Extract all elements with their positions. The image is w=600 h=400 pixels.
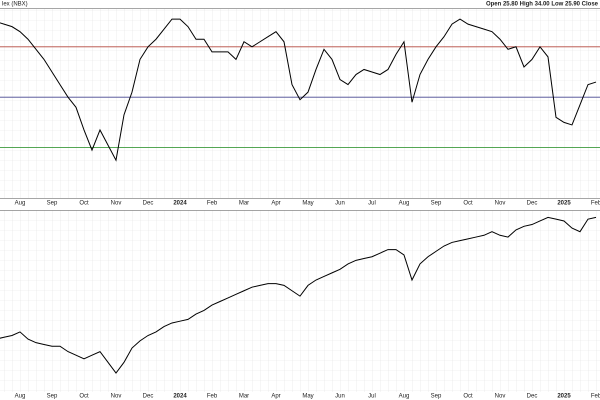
x-tick-label: May <box>302 394 313 400</box>
x-tick-label: Aug <box>399 201 410 207</box>
symbol-label: lex (NBX) <box>2 2 28 8</box>
x-tick-label: Sep <box>47 394 58 400</box>
x-tick-label: Dec <box>143 394 154 400</box>
x-tick-label: May <box>302 201 313 207</box>
x-tick-label: Nov <box>111 201 122 207</box>
top-panel-grid <box>0 9 600 198</box>
x-tick-label: Nov <box>495 394 506 400</box>
x-tick-label: 2025 <box>557 201 571 207</box>
data-line <box>0 216 597 374</box>
x-tick-label: 2024 <box>173 394 187 400</box>
x-tick-label: Sep <box>431 394 442 400</box>
x-tick-label: Aug <box>15 201 26 207</box>
x-tick-label: Jul <box>368 394 376 400</box>
x-tick-label: Nov <box>111 394 122 400</box>
x-tick-label: Feb <box>591 394 600 400</box>
x-tick-label: Mar <box>239 394 249 400</box>
x-tick-label: Apr <box>271 201 280 207</box>
x-tick-label: Sep <box>47 201 58 207</box>
x-tick-label: 2025 <box>557 394 571 400</box>
x-tick-label: Aug <box>15 394 26 400</box>
x-tick-label: Dec <box>527 394 538 400</box>
x-tick-label: Feb <box>207 394 218 400</box>
x-tick-label: Dec <box>143 201 154 207</box>
x-tick-label: Oct <box>79 201 89 207</box>
x-tick-label: Dec <box>527 201 538 207</box>
x-tick-label: Mar <box>239 201 249 207</box>
x-tick-label: Feb <box>591 201 600 207</box>
x-tick-label: Oct <box>463 201 473 207</box>
data-line <box>0 18 597 162</box>
x-tick-label: Oct <box>79 394 89 400</box>
x-tick-label: Feb <box>207 201 218 207</box>
x-tick-label: Nov <box>495 201 506 207</box>
x-tick-label: Aug <box>399 394 410 400</box>
x-tick-label: Jun <box>335 394 345 400</box>
x-tick-label: Jul <box>368 201 376 207</box>
bottom-panel-grid <box>0 210 600 392</box>
x-tick-label: Apr <box>271 394 280 400</box>
quote-label: Open 25.80 High 34.00 Low 25.90 Close <box>486 2 599 8</box>
x-tick-label: 2024 <box>173 201 187 207</box>
x-tick-label: Sep <box>431 201 442 207</box>
x-tick-label: Jun <box>335 201 345 207</box>
x-tick-label: Oct <box>463 394 473 400</box>
